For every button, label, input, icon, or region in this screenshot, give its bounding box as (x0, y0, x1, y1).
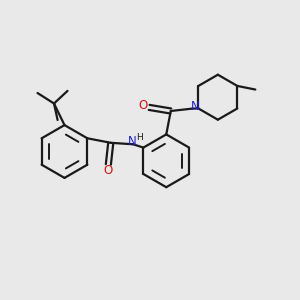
Text: N: N (190, 100, 199, 113)
Text: O: O (103, 164, 112, 178)
Text: O: O (138, 99, 147, 112)
Text: H: H (136, 133, 142, 142)
Text: N: N (128, 135, 137, 148)
